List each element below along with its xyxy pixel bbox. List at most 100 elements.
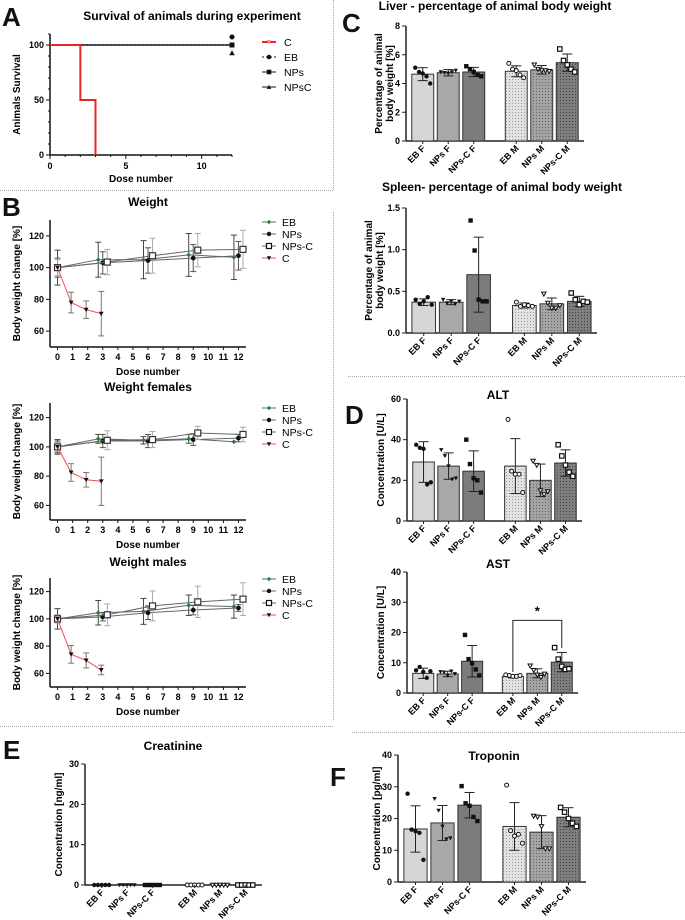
y-axis-label: Concentration [ng/ml] — [54, 773, 65, 877]
legend-label: C — [282, 439, 290, 451]
legend-marker — [265, 242, 273, 250]
y-tick-label: 40 — [391, 567, 401, 577]
legend-label: EB — [284, 52, 298, 64]
x-tick-label: NPs-C F — [125, 887, 157, 919]
data-point — [117, 883, 122, 888]
x-tick-label: NPs F — [422, 884, 447, 909]
data-point — [413, 65, 418, 70]
data-point — [452, 302, 458, 307]
data-point — [467, 461, 473, 467]
x-tick-label: NPs-C F — [451, 335, 483, 367]
x-tick-label: 2 — [85, 525, 90, 535]
data-point — [544, 489, 551, 495]
series-line — [57, 618, 102, 671]
data-point — [566, 469, 572, 476]
data-point — [186, 436, 192, 442]
data-point — [83, 307, 89, 313]
data-point — [457, 299, 462, 304]
legend-marker — [266, 69, 272, 75]
series-nps-c — [53, 229, 247, 277]
bar-group-nps-c-f — [457, 783, 482, 883]
data-point — [530, 458, 537, 465]
chart-title: AST — [486, 557, 511, 571]
data-point — [409, 827, 414, 832]
legend-label: NPs — [282, 586, 302, 598]
y-tick-label: 6 — [395, 50, 400, 60]
data-point — [453, 68, 458, 73]
legend-item-c: C — [262, 253, 290, 265]
x-tick-label: 12 — [233, 692, 243, 702]
data-point — [424, 675, 429, 681]
y-axis-label: Body weight change [%] — [12, 404, 23, 520]
y-axis-label: Concentration [U/L] — [376, 413, 387, 506]
y-tick-label: 20 — [391, 475, 401, 485]
y-tick-label: 1.5 — [387, 203, 400, 213]
chart-title: ALT — [487, 388, 510, 402]
data-point — [542, 68, 549, 74]
data-point — [239, 595, 247, 603]
data-point — [448, 836, 453, 841]
data-point — [546, 69, 553, 75]
y-axis-label: Animals Survival — [12, 54, 23, 135]
data-point — [405, 791, 410, 796]
series-c — [55, 265, 105, 337]
x-axis-label: Dose number — [116, 707, 180, 718]
data-point — [506, 60, 512, 66]
bar — [504, 70, 528, 142]
y-tick-label: 100 — [29, 263, 44, 273]
data-point — [194, 246, 202, 254]
legend-marker — [266, 442, 272, 447]
data-point — [576, 301, 583, 308]
x-tick-label: 5 — [130, 525, 135, 535]
bar-group-eb-f — [412, 441, 435, 522]
bar-group-eb-m — [504, 416, 527, 522]
bar — [530, 69, 554, 142]
bar — [501, 675, 524, 694]
data-point — [556, 303, 563, 309]
data-point — [446, 71, 451, 76]
data-point — [479, 74, 484, 79]
data-point — [530, 813, 537, 820]
x-tick-label: 6 — [145, 525, 150, 535]
data-point — [414, 442, 419, 447]
end-marker-nps — [229, 42, 235, 48]
troponin-chart: Troponin 0 10 20 30 40 Concentration [pg/ml] EB… — [372, 749, 586, 918]
y-tick-label: 1.0 — [387, 245, 400, 255]
data-point — [190, 255, 196, 261]
data-point — [515, 831, 521, 837]
liver-chart: Liver - percentage of animal body weight… — [374, 0, 611, 177]
data-point — [68, 470, 74, 475]
data-point — [145, 610, 151, 616]
data-point — [525, 303, 531, 308]
data-point — [148, 252, 157, 260]
legend-label: NPs-C — [282, 598, 313, 610]
bar — [436, 72, 460, 142]
bar-group-nps-f — [438, 297, 464, 334]
data-point — [464, 64, 469, 69]
data-point — [436, 808, 441, 813]
data-point — [194, 429, 202, 437]
data-point — [446, 464, 451, 469]
panel-label-f: F — [330, 762, 346, 792]
data-point — [519, 840, 525, 846]
data-point — [220, 882, 227, 889]
legend-label: C — [284, 37, 292, 49]
x-tick-label: EB F — [406, 523, 428, 545]
x-axis-label: Dose number — [116, 367, 180, 378]
data-point — [533, 462, 540, 469]
bar-group-nps-m — [530, 62, 554, 142]
x-tick-label: 10 — [203, 692, 213, 702]
bar — [438, 301, 464, 334]
bar-group-eb-f — [411, 294, 437, 334]
bar-group-eb-m — [184, 882, 205, 888]
legend-item-eb: EB — [262, 217, 296, 229]
x-tick-label: 7 — [161, 352, 166, 362]
legend-label: EB — [282, 574, 296, 586]
series-line — [57, 446, 102, 482]
data-point — [439, 448, 444, 453]
legend-marker — [265, 599, 273, 607]
x-tick-label: EB F — [85, 887, 107, 909]
legend-marker — [266, 588, 272, 594]
y-tick-label: 0 — [396, 688, 401, 698]
